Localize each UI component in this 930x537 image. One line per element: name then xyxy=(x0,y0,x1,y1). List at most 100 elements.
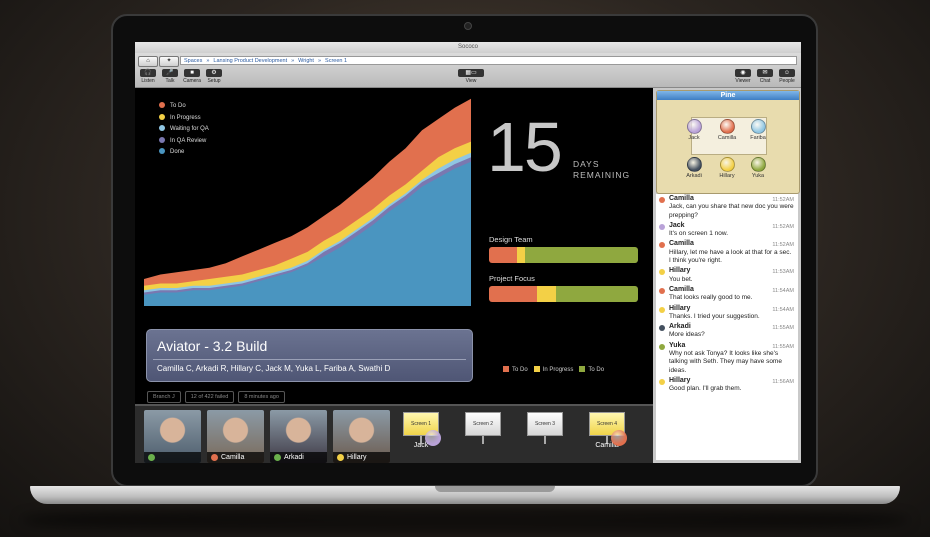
map-button[interactable]: ✦ xyxy=(159,56,179,67)
bar-legend-label: In Progress xyxy=(542,367,574,373)
user-dot-icon xyxy=(659,287,665,294)
video-tile[interactable]: Hillary xyxy=(333,410,390,463)
chat-time: 11:56AM xyxy=(772,378,794,385)
person-avatar-icon xyxy=(719,119,735,134)
screen-stand xyxy=(420,436,422,444)
divider xyxy=(153,359,466,360)
build-card[interactable]: Aviator - 3.2 Build Camilla C, Arkadi R,… xyxy=(146,329,473,382)
legend-swatch xyxy=(159,148,165,154)
person-avatar-icon xyxy=(719,157,735,172)
video-name xyxy=(144,452,201,463)
talk-button[interactable]: 🎤 Talk xyxy=(160,69,180,84)
chat-text: It's on screen 1 now. xyxy=(669,230,729,238)
webcam-icon xyxy=(464,22,472,30)
screen-board: Screen 3 xyxy=(527,412,563,436)
user-dot-icon xyxy=(659,343,665,350)
breadcrumb-item[interactable]: Wright xyxy=(298,58,314,64)
chat-text: More ideas? xyxy=(669,331,705,339)
listen-label: Listen xyxy=(141,78,155,84)
chat-author: Arkadi xyxy=(669,323,691,331)
home-button[interactable]: ⌂ xyxy=(138,56,158,67)
legend-label: Waiting for QA xyxy=(170,126,209,132)
chat-message: Hillary 11:54AM Thanks. I tried your sugge… xyxy=(656,304,798,323)
person-name: Fariba xyxy=(750,135,766,141)
chat-text: You bet. xyxy=(669,275,693,283)
gear-icon: ⚙ xyxy=(206,69,222,77)
chat-message: Hillary 11:53AM You bet. xyxy=(656,266,798,285)
camera-icon: ■ xyxy=(184,69,200,77)
talk-label: Talk xyxy=(165,78,175,84)
people-button[interactable]: ☺ People xyxy=(777,69,797,84)
chat-text: Hillary, let me have a look at that for … xyxy=(669,248,792,265)
room-person[interactable]: Hillary xyxy=(712,157,742,179)
video-name: Arkadi xyxy=(270,452,327,463)
breadcrumb-separator: » xyxy=(317,58,322,64)
legend-label: To Do xyxy=(170,103,186,109)
listen-button[interactable]: 🎧 Listen xyxy=(138,69,158,84)
video-name: Hillary xyxy=(333,452,390,463)
chat-panel[interactable]: Camilla 11:52AM Jack, can you share that n… xyxy=(656,194,798,460)
screen-user-name: Camilla xyxy=(595,442,619,449)
breadcrumb-item[interactable]: Lansing Product Development xyxy=(213,58,288,64)
breadcrumb-item[interactable]: Screen 1 xyxy=(325,58,348,64)
chat-author: Jack xyxy=(669,221,685,229)
bar-legend-swatch xyxy=(579,366,586,372)
video-tile[interactable]: Camilla xyxy=(207,410,264,463)
user-dot-icon xyxy=(659,378,665,385)
media-strip: Camilla Arkadi Hillary Screen 1 Jack Screen 2… xyxy=(135,404,653,463)
user-dot-icon xyxy=(659,306,665,313)
mic-icon: 🎤 xyxy=(162,69,178,77)
view-button[interactable]: ▦▭ View xyxy=(457,69,485,84)
laptop-shadow xyxy=(20,505,910,535)
breadcrumb-item[interactable]: Spaces xyxy=(184,58,203,64)
build-chip: 12 of 422 failed xyxy=(184,391,235,403)
chat-time: 11:54AM xyxy=(772,287,794,294)
chat-author: Camilla xyxy=(669,285,694,293)
legend-item: In Progress xyxy=(159,113,209,126)
viewer-button[interactable]: ◉ Viewer xyxy=(733,69,753,84)
screen-share-2[interactable]: Screen 2 xyxy=(465,412,501,444)
user-dot-icon xyxy=(659,269,665,276)
bar-legend-swatch xyxy=(533,366,540,372)
build-chip: 8 minutes ago xyxy=(238,391,285,403)
chat-time: 11:54AM xyxy=(772,306,794,313)
chat-text: That looks really good to me. xyxy=(669,294,753,302)
video-tile[interactable]: Arkadi xyxy=(270,410,327,463)
chat-author: Hillary xyxy=(669,304,691,312)
room-person[interactable]: Fariba xyxy=(743,119,773,141)
room-person[interactable]: Arkadi xyxy=(679,157,709,179)
room-person[interactable]: Yuka xyxy=(743,157,773,179)
segment-to-do xyxy=(489,247,518,263)
screen-share-3[interactable]: Screen 3 xyxy=(527,412,563,444)
remaining-label: REMAINING xyxy=(573,170,631,180)
breadcrumb: Spaces» Lansing Product Development» Wrigh… xyxy=(180,56,797,65)
room-map[interactable]: Pine Jack Camilla Fariba Arkadi Hillary Yuka xyxy=(656,90,800,194)
legend-swatch xyxy=(159,125,165,131)
chat-label: Chat xyxy=(759,78,771,84)
person-avatar-icon xyxy=(686,157,702,172)
chat-time: 11:52AM xyxy=(772,197,794,203)
person-name: Yuka xyxy=(751,173,765,179)
chat-time: 11:52AM xyxy=(772,242,794,249)
burnup-chart xyxy=(144,98,471,306)
room-person[interactable]: Camilla xyxy=(712,119,742,141)
chat-message: Jack 11:52AM It's on screen 1 now. xyxy=(656,221,798,240)
chat-message: Camilla 11:52AM Jack, can you share that n… xyxy=(656,194,798,221)
status-dot-icon xyxy=(274,454,281,461)
video-tile[interactable] xyxy=(144,410,201,463)
person-name: Jack xyxy=(688,135,700,141)
chat-author: Yuka xyxy=(669,341,686,349)
chart-legend: To Do In Progress Waiting for QA In QA Revi… xyxy=(159,102,209,160)
room-person[interactable]: Jack xyxy=(679,119,709,141)
laptop-notch xyxy=(435,486,555,492)
person-name: Arkadi xyxy=(686,173,702,179)
legend-label: In QA Review xyxy=(170,137,207,144)
bar-legend-swatch xyxy=(503,366,509,372)
team-label-design: Design Team xyxy=(489,235,533,244)
people-label: People xyxy=(779,78,795,84)
setup-button[interactable]: ⚙ Setup xyxy=(204,69,224,84)
camera-button[interactable]: ■ Camera xyxy=(182,69,202,84)
chat-button[interactable]: ✉ Chat xyxy=(755,69,775,84)
setup-label: Setup xyxy=(207,78,221,84)
build-chip: Branch J xyxy=(147,391,181,403)
